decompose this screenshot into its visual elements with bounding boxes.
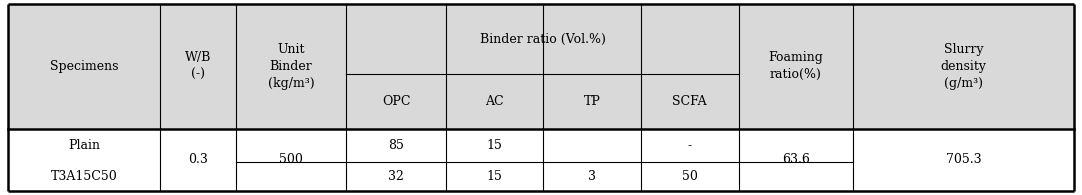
Text: TP: TP xyxy=(583,95,601,108)
Text: Binder ratio (Vol.%): Binder ratio (Vol.%) xyxy=(479,33,606,45)
Text: 705.3: 705.3 xyxy=(946,153,981,166)
Text: Plain: Plain xyxy=(68,139,100,152)
Text: -: - xyxy=(688,139,691,152)
Text: OPC: OPC xyxy=(382,95,410,108)
Text: 15: 15 xyxy=(487,170,502,183)
Text: 32: 32 xyxy=(388,170,404,183)
Text: T3A15C50: T3A15C50 xyxy=(51,170,117,183)
Text: Unit
Binder
(kg/m³): Unit Binder (kg/m³) xyxy=(267,43,315,90)
Text: 63.6: 63.6 xyxy=(782,153,809,166)
Bar xyxy=(8,4,1074,129)
Text: Specimens: Specimens xyxy=(50,60,118,73)
Text: W/B
(-): W/B (-) xyxy=(185,51,211,81)
Text: 85: 85 xyxy=(388,139,404,152)
Text: 0.3: 0.3 xyxy=(188,153,208,166)
Text: Foaming
ratio(%): Foaming ratio(%) xyxy=(768,51,823,81)
Text: 3: 3 xyxy=(588,170,596,183)
Text: 15: 15 xyxy=(487,139,502,152)
Text: Slurry
density
(g/m³): Slurry density (g/m³) xyxy=(940,43,987,90)
Text: 500: 500 xyxy=(279,153,303,166)
Text: SCFA: SCFA xyxy=(672,95,708,108)
Text: 50: 50 xyxy=(682,170,698,183)
Text: AC: AC xyxy=(485,95,504,108)
